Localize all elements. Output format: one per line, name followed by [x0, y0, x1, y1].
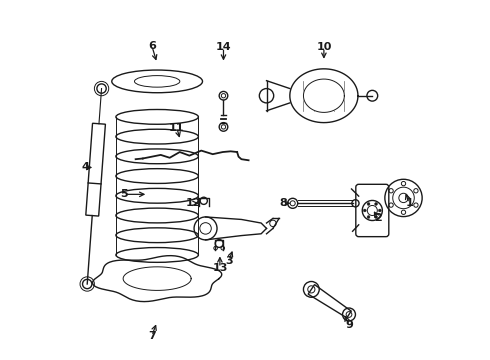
Text: 5: 5 — [121, 189, 128, 199]
Text: 3: 3 — [225, 256, 233, 266]
Text: 9: 9 — [345, 320, 353, 330]
Text: 8: 8 — [279, 198, 287, 208]
Text: 13: 13 — [212, 263, 227, 273]
Polygon shape — [303, 79, 344, 112]
Text: 11: 11 — [169, 123, 185, 133]
Text: 1: 1 — [405, 198, 413, 208]
Text: 10: 10 — [316, 42, 332, 52]
Circle shape — [375, 216, 377, 219]
Circle shape — [367, 216, 370, 219]
Circle shape — [375, 203, 377, 206]
Text: 12: 12 — [185, 198, 201, 208]
Circle shape — [364, 209, 366, 212]
Text: 2: 2 — [374, 213, 382, 222]
Ellipse shape — [134, 76, 180, 87]
Text: 6: 6 — [148, 41, 156, 50]
Text: 7: 7 — [148, 331, 156, 341]
Text: 14: 14 — [216, 42, 231, 52]
Text: 4: 4 — [81, 162, 89, 172]
Circle shape — [378, 209, 381, 212]
Circle shape — [367, 203, 370, 206]
